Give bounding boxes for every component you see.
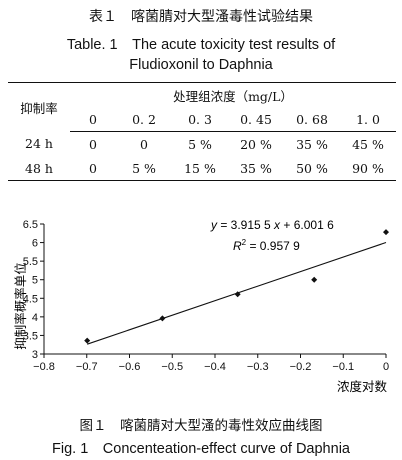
- y-tick-label: 3: [32, 349, 38, 361]
- x-tick-label: 0: [383, 361, 389, 373]
- x-tick-label: −0.3: [247, 361, 269, 373]
- equation-rest: = 3.915 5: [217, 218, 274, 232]
- x-tick-label: −0.1: [332, 361, 354, 373]
- data-point: [311, 276, 318, 283]
- toxicity-results-table: 抑制率 处理组浓度（mg/L） 0 0. 2 0. 3 0. 45 0. 68 …: [8, 82, 396, 181]
- table-cell: 0: [70, 156, 116, 181]
- table-header-row: 抑制率 处理组浓度（mg/L）: [8, 82, 396, 132]
- r2-superscript: 2: [242, 238, 247, 247]
- column-header: 0. 3: [172, 107, 228, 132]
- x-tick-label: −0.5: [161, 361, 183, 373]
- row-header-cell: 抑制率: [8, 82, 70, 132]
- table-row: 24 h 0 0 5 % 20 % 35 % 45 %: [8, 132, 396, 157]
- table-cell: 5 %: [188, 136, 212, 152]
- column-header: 0. 45: [228, 107, 284, 132]
- table-cell: 0: [89, 136, 97, 152]
- figure-caption-en: Fig. 1 Concenteation-effect curve of Dap…: [52, 441, 350, 457]
- data-point: [383, 229, 389, 236]
- r2-value: = 0.957 9: [246, 239, 300, 253]
- x-tick-label: −0.2: [290, 361, 312, 373]
- column-header: 0: [70, 107, 116, 132]
- table-row: 48 h 0 5 % 15 % 35 % 50 % 90 %: [8, 156, 396, 181]
- chart-axes: [43, 224, 386, 355]
- x-tick-label: −0.4: [204, 361, 226, 373]
- table-caption-cn: 表１ 喀菌腈对大型溞毒性试验结果: [89, 9, 313, 25]
- table-cell: 0: [140, 136, 148, 152]
- x-tick-label: −0.7: [76, 361, 98, 373]
- data-point: [84, 337, 91, 344]
- table-cell: 50 %: [284, 156, 340, 181]
- y-tick-label: 5.5: [23, 256, 38, 268]
- data-point: [234, 291, 241, 298]
- data-points-group: [84, 229, 389, 344]
- r-squared-label: R2 = 0.957 9: [233, 238, 300, 253]
- x-tick-label: −0.6: [119, 361, 141, 373]
- y-tick-label: 6.5: [23, 219, 38, 231]
- y-tick-label: 3.5: [23, 330, 38, 342]
- row-label: 48 h: [8, 156, 70, 181]
- equation-tail: + 6.001 6: [280, 218, 334, 232]
- y-tick-label: 4.5: [23, 293, 38, 305]
- table-cell: 15 %: [172, 156, 228, 181]
- table-caption-en-line1: Table. 1 The acute toxicity test results…: [66, 37, 336, 53]
- column-header: 1. 0: [340, 107, 396, 132]
- y-tick-label: 6: [32, 238, 38, 250]
- y-tick-label: 4: [32, 312, 38, 324]
- regression-equation: y = 3.915 5 x + 6.001 6: [210, 218, 334, 232]
- column-header: 0. 2: [116, 107, 172, 132]
- group-header-cell: 处理组浓度（mg/L）: [70, 82, 396, 107]
- table-column-row: 0 0. 2 0. 3 0. 45 0. 68 1. 0: [8, 107, 396, 132]
- equation-x: x: [273, 218, 281, 232]
- table-caption-en-line2: Fludioxonil to Daphnia: [129, 57, 273, 73]
- table-cell: 90 %: [340, 156, 396, 181]
- r2-letter: R: [233, 239, 242, 253]
- equation-y: y: [210, 218, 218, 232]
- table-cell: 45 %: [352, 136, 384, 152]
- table-cell: 35 %: [228, 156, 284, 181]
- table-cell: 5 %: [116, 156, 172, 181]
- y-axis-label: 抑制率概率单位: [13, 262, 28, 350]
- table-cell: 20 %: [240, 136, 272, 152]
- table-cell: 35 %: [296, 136, 328, 152]
- chart-ticks: 3 3.5 4 4.5 5 5.5 6 6.5 −0.8 −0.7 −0.6 −0.5 −0.4 −0.3…: [23, 219, 389, 373]
- y-tick-label: 5: [32, 275, 38, 287]
- column-header: 0. 68: [284, 107, 340, 132]
- data-point: [159, 315, 166, 322]
- row-label: 24 h: [25, 136, 53, 152]
- x-tick-label: −0.8: [33, 361, 55, 373]
- x-axis-label: 浓度对数: [337, 379, 388, 394]
- concentration-effect-chart: 3 3.5 4 4.5 5 5.5 6 6.5 −0.8 −0.7 −0.6 −0.5 −0.4 −0.3…: [13, 218, 389, 394]
- figure-caption-cn: 图１ 喀菌腈对大型溞的毒性效应曲线图: [79, 418, 323, 434]
